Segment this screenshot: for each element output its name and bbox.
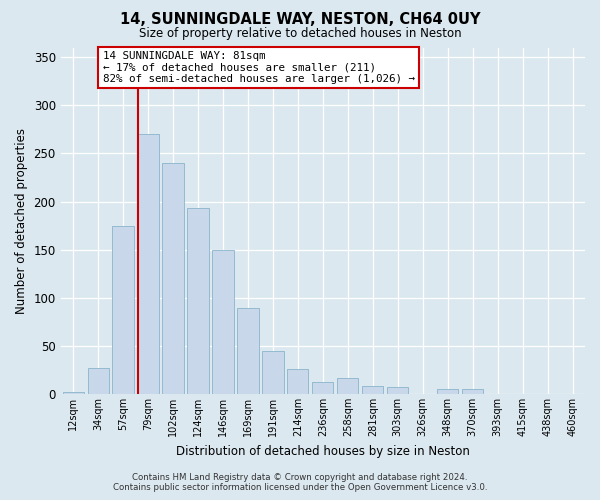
Bar bbox=[287, 369, 308, 394]
Text: 14 SUNNINGDALE WAY: 81sqm
← 17% of detached houses are smaller (211)
82% of semi: 14 SUNNINGDALE WAY: 81sqm ← 17% of detac… bbox=[103, 51, 415, 84]
Bar bbox=[362, 386, 383, 394]
Bar bbox=[262, 350, 284, 394]
Bar bbox=[312, 382, 334, 394]
Bar bbox=[163, 163, 184, 394]
Bar bbox=[387, 388, 409, 394]
Bar bbox=[337, 378, 358, 394]
Bar bbox=[238, 308, 259, 394]
Text: 14, SUNNINGDALE WAY, NESTON, CH64 0UY: 14, SUNNINGDALE WAY, NESTON, CH64 0UY bbox=[120, 12, 480, 28]
Bar bbox=[137, 134, 158, 394]
Text: Contains HM Land Registry data © Crown copyright and database right 2024.
Contai: Contains HM Land Registry data © Crown c… bbox=[113, 473, 487, 492]
Bar bbox=[437, 389, 458, 394]
Bar bbox=[187, 208, 209, 394]
Bar bbox=[88, 368, 109, 394]
Y-axis label: Number of detached properties: Number of detached properties bbox=[15, 128, 28, 314]
Bar bbox=[212, 250, 233, 394]
Bar bbox=[62, 392, 84, 394]
Bar bbox=[462, 389, 483, 394]
Bar bbox=[112, 226, 134, 394]
Text: Size of property relative to detached houses in Neston: Size of property relative to detached ho… bbox=[139, 28, 461, 40]
X-axis label: Distribution of detached houses by size in Neston: Distribution of detached houses by size … bbox=[176, 444, 470, 458]
